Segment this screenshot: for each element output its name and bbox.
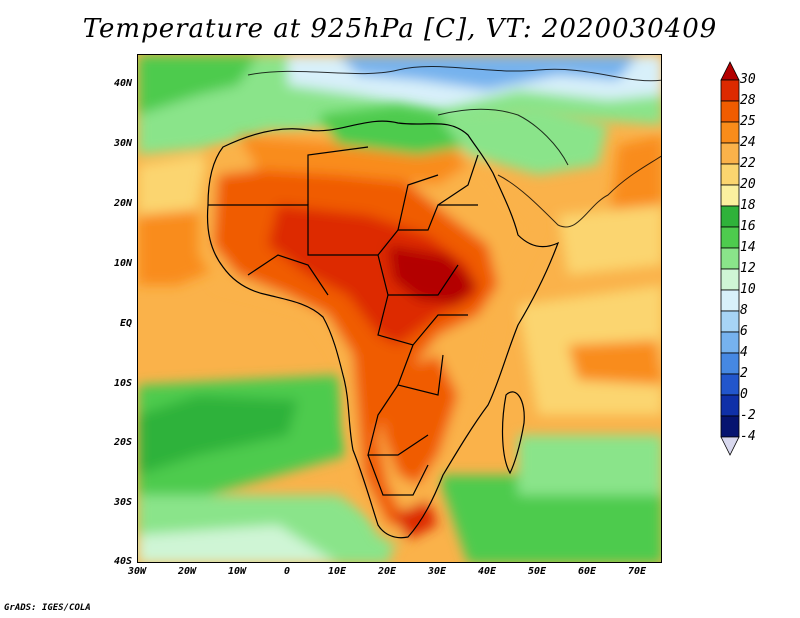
colorbar-tick-label: 25	[740, 114, 756, 129]
colorbar-swatch	[720, 310, 740, 333]
map-title: Temperature at 925hPa [C], VT: 202003040…	[82, 14, 718, 44]
colorbar-tick-label: 2	[740, 366, 748, 381]
lon-label-20e: 20E	[377, 566, 397, 577]
colorbar	[720, 61, 740, 456]
lat-label-40n: 40N	[113, 78, 132, 89]
lat-label-20n: 20N	[113, 198, 132, 209]
colorbar-swatch	[720, 289, 740, 312]
colorbar-tick-label: 18	[740, 198, 756, 213]
temperature-map	[137, 54, 662, 563]
colorbar-tick-label: 14	[740, 240, 756, 255]
colorbar-swatch	[720, 415, 740, 438]
colorbar-swatch	[720, 79, 740, 102]
lat-label-eq: EQ	[119, 318, 132, 329]
lat-label-10s: 10S	[113, 378, 132, 389]
colorbar-swatch	[720, 247, 740, 270]
lat-label-20s: 20S	[113, 437, 132, 448]
colorbar-tick-label: 20	[740, 177, 756, 192]
software-credit: GrADS: IGES/COLA	[4, 603, 91, 613]
colorbar-tick-label: 6	[740, 324, 748, 339]
lon-label-40e: 40E	[477, 566, 497, 577]
lon-label-70e: 70E	[627, 566, 647, 577]
lon-label-20w: 20W	[177, 566, 197, 577]
lat-label-10n: 10N	[113, 258, 132, 269]
lon-label-30e: 30E	[427, 566, 447, 577]
colorbar-swatch	[720, 352, 740, 375]
colorbar-tick-label: 30	[740, 72, 756, 87]
colorbar-bottom-arrow	[720, 436, 740, 456]
colorbar-swatch	[720, 268, 740, 291]
lon-label-0: 0	[283, 566, 291, 577]
colorbar-tick-label: 0	[740, 387, 748, 402]
colorbar-tick-label: 12	[740, 261, 756, 276]
colorbar-swatch	[720, 163, 740, 186]
lon-label-60e: 60E	[577, 566, 597, 577]
colorbar-tick-label: 8	[740, 303, 748, 318]
colorbar-tick-label: 10	[740, 282, 756, 297]
colorbar-tick-label: -4	[740, 429, 756, 444]
colorbar-tick-label: 16	[740, 219, 756, 234]
colorbar-tick-label: 4	[740, 345, 748, 360]
colorbar-tick-label: -2	[740, 408, 756, 423]
colorbar-swatch	[720, 205, 740, 228]
lon-label-10e: 10E	[327, 566, 347, 577]
lon-label-10w: 10W	[227, 566, 247, 577]
colorbar-swatch	[720, 121, 740, 144]
colorbar-swatch	[720, 100, 740, 123]
lon-label-50e: 50E	[527, 566, 547, 577]
colorbar-swatch	[720, 226, 740, 249]
colorbar-tick-label: 28	[740, 93, 756, 108]
temperature-field	[138, 55, 661, 562]
colorbar-swatch	[720, 331, 740, 354]
colorbar-swatch	[720, 142, 740, 165]
colorbar-swatch	[720, 373, 740, 396]
colorbar-swatch	[720, 184, 740, 207]
lat-label-40s: 40S	[113, 556, 132, 567]
lat-label-30n: 30N	[113, 138, 132, 149]
colorbar-top-arrow	[720, 61, 740, 81]
colorbar-swatch	[720, 394, 740, 417]
colorbar-tick-label: 22	[740, 156, 756, 171]
lon-label-30w: 30W	[127, 566, 147, 577]
colorbar-tick-label: 24	[740, 135, 756, 150]
lat-label-30s: 30S	[113, 497, 132, 508]
